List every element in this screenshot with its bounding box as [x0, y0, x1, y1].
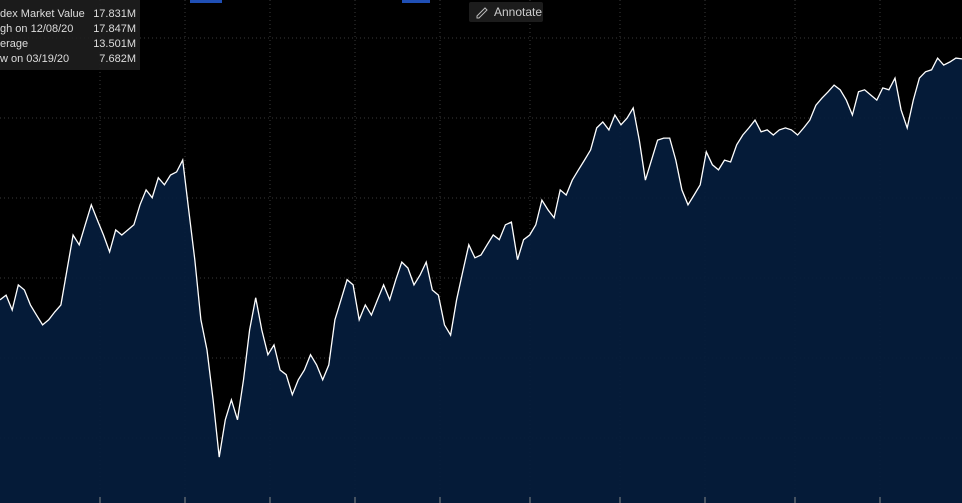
- tab-marker: [190, 0, 222, 3]
- area-fill: [0, 58, 962, 503]
- legend-label: w on 03/19/20: [0, 53, 70, 65]
- legend-row: w on 03/19/20 7.682M: [0, 51, 136, 67]
- legend-value: 7.682M: [99, 53, 136, 65]
- annotate-button[interactable]: Annotate: [469, 2, 543, 22]
- tab-marker: [402, 0, 430, 3]
- value-line: [0, 56, 962, 458]
- legend-value: 17.847M: [93, 23, 136, 35]
- legend-row: gh on 12/08/20 17.847M: [0, 21, 136, 37]
- pencil-icon: [476, 7, 488, 19]
- legend-label: dex Market Value: [0, 8, 85, 20]
- legend-row: erage 13.501M: [0, 36, 136, 52]
- legend-value: 17.831M: [93, 8, 136, 20]
- legend-value: 13.501M: [93, 38, 136, 50]
- annotate-label: Annotate: [494, 5, 543, 19]
- legend-label: erage: [0, 38, 29, 50]
- legend-row: dex Market Value 17.831M: [0, 6, 136, 22]
- legend: dex Market Value 17.831M gh on 12/08/20 17.…: [0, 0, 140, 70]
- legend-label: gh on 12/08/20: [0, 23, 74, 35]
